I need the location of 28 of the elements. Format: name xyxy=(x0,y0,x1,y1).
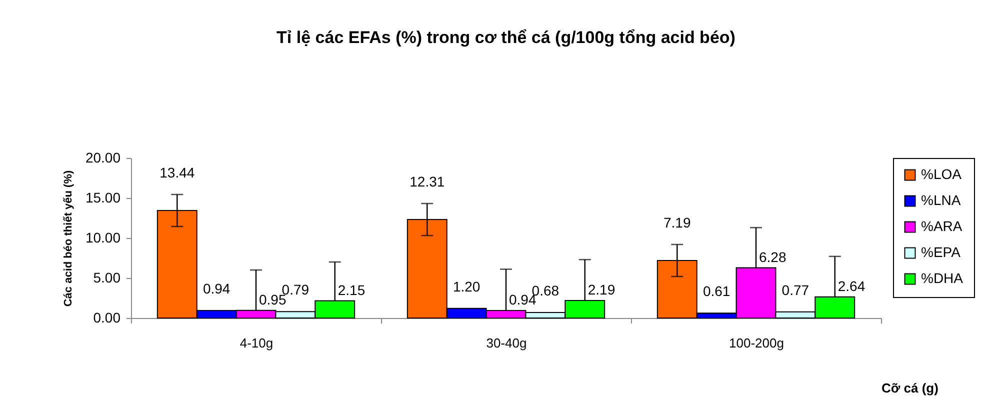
x-axis-title: Cỡ cá (g) xyxy=(882,380,938,396)
data-label: 2.15 xyxy=(338,282,366,298)
y-tick-label: 5.00 xyxy=(93,270,121,286)
x-tick-label: 100-200g xyxy=(729,336,784,350)
y-tick-label: 10.00 xyxy=(85,230,121,246)
x-tick-label: 4-10g xyxy=(240,336,274,350)
data-label: 0.79 xyxy=(282,282,310,298)
legend-label: %ARA xyxy=(921,218,963,234)
y-tick-label: 0.00 xyxy=(93,310,121,326)
legend-label: %LOA xyxy=(921,166,962,182)
data-label: 6.28 xyxy=(759,248,786,265)
legend-label: %EPA xyxy=(921,244,962,260)
data-label: 0.61 xyxy=(702,283,730,300)
y-tick-label: 20.00 xyxy=(85,150,121,166)
data-label: 13.44 xyxy=(160,164,195,180)
legend-label: %LNA xyxy=(921,192,962,208)
data-label: 0.94 xyxy=(202,280,230,296)
data-label: 2.19 xyxy=(588,281,616,298)
chart-title: Tỉ lệ các EFAs (%) trong cơ thể cá (g/100g tổng acid béo) xyxy=(276,28,736,47)
data-label: 2.64 xyxy=(838,278,866,294)
y-tick-label: 15.00 xyxy=(85,190,121,206)
data-label: 7.19 xyxy=(664,214,691,230)
data-label: 0.77 xyxy=(782,282,810,298)
legend-label: %DHA xyxy=(921,270,964,286)
y-axis-title: Các acid béo thiết yếu (%) xyxy=(62,170,74,307)
x-tick-label: 30-40g xyxy=(486,336,527,350)
data-label: 12.31 xyxy=(410,174,445,190)
data-label: 1.20 xyxy=(452,278,480,294)
